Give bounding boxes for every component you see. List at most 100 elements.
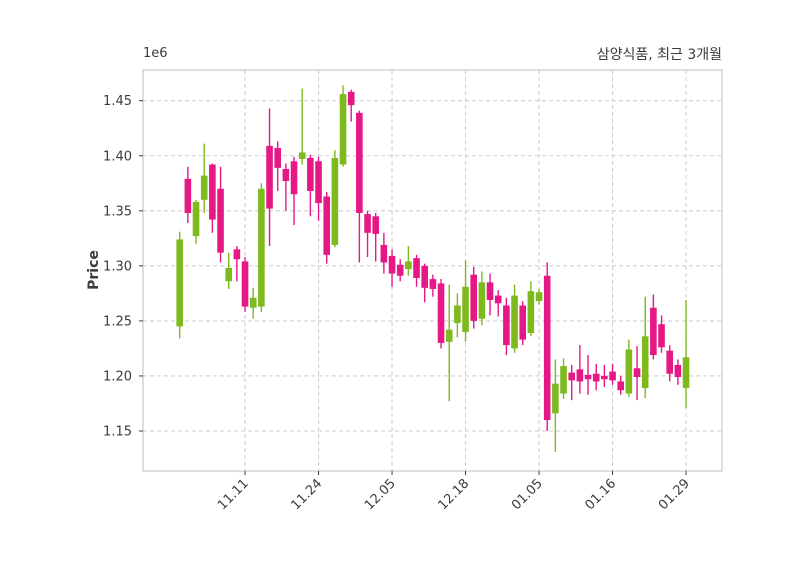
y-tick-label: 1.15 (103, 425, 132, 440)
candle-down (486, 273, 494, 316)
candle-body (486, 282, 494, 300)
candle-body (258, 188, 265, 307)
candle-body (241, 261, 249, 307)
candle-down (437, 279, 445, 349)
candle-down (609, 363, 616, 385)
candle-down (233, 246, 241, 282)
candle-body (298, 152, 306, 160)
candle-body (674, 364, 682, 378)
candles (176, 85, 690, 452)
candle-up (249, 287, 257, 319)
candle-down (323, 192, 331, 264)
candle-down (347, 89, 355, 122)
candle-up (339, 85, 347, 167)
candle-body (454, 305, 461, 324)
candle-up (454, 293, 461, 338)
candle-down (364, 210, 371, 258)
candle-down (241, 257, 249, 313)
candle-body (233, 249, 241, 260)
candle-up (560, 358, 567, 400)
candle-body (323, 196, 331, 255)
candle-down (576, 345, 584, 394)
candle-up (511, 284, 518, 353)
candle-down (184, 166, 192, 223)
candle-down (380, 232, 388, 274)
candle-body (266, 145, 273, 209)
candle-body (641, 336, 649, 389)
candle-body (552, 383, 559, 414)
candle-up (225, 252, 233, 289)
candle-body (617, 381, 625, 391)
candle-body (560, 366, 567, 394)
candle-down (274, 141, 282, 191)
candle-up (445, 284, 453, 402)
candle-body (217, 188, 224, 253)
candle-up (298, 88, 306, 165)
y-tick-label: 1.40 (103, 149, 132, 164)
plot-border (142, 69, 723, 472)
candle-body (364, 214, 371, 233)
x-tick-label: 11.11 (215, 476, 252, 513)
candle-down (633, 346, 641, 401)
x-tick-label: 01.16 (582, 476, 619, 513)
y-tick-label: 1.35 (103, 204, 132, 219)
candle-body (413, 258, 420, 278)
candle-body (666, 350, 674, 374)
candle-down (470, 266, 478, 329)
candle-down (601, 364, 608, 387)
candle-down (266, 108, 273, 247)
candle-body (192, 201, 200, 237)
candle-body (445, 329, 453, 342)
candle-down (674, 359, 682, 385)
y-axis-label: Price (86, 250, 102, 290)
candle-up (535, 288, 543, 305)
candle-up (478, 271, 486, 326)
candle-body (658, 324, 665, 348)
candle-down (592, 363, 600, 391)
candle-down (290, 156, 298, 226)
candle-up (625, 339, 633, 397)
candle-body (421, 265, 429, 288)
candle-body (209, 164, 216, 220)
x-tick-label: 12.18 (435, 476, 472, 513)
candle-down (307, 154, 314, 217)
candle-up (200, 143, 208, 214)
candle-body (290, 161, 298, 195)
candle-up (192, 199, 200, 244)
candle-down (388, 249, 396, 287)
x-tick-label: 12.05 (362, 476, 399, 513)
candle-body (609, 371, 616, 381)
candle-up (405, 246, 412, 276)
candle-up (258, 183, 265, 313)
candle-down (658, 315, 665, 353)
candle-down (494, 290, 502, 317)
candle-body (462, 286, 469, 332)
x-tick-label: 11.24 (288, 476, 325, 513)
candle-down (617, 375, 625, 395)
candle-body (568, 372, 576, 381)
candle-down (666, 345, 674, 382)
candle-down (356, 110, 363, 263)
candle-body (274, 148, 282, 168)
y-tick-label: 1.30 (103, 259, 132, 274)
candle-down (413, 254, 420, 287)
candle-body (396, 264, 404, 276)
candle-body (527, 291, 535, 334)
x-tick-label: 01.05 (509, 476, 546, 513)
candle-body (601, 375, 608, 380)
candle-body (356, 112, 363, 214)
y-axis-offset-label: 1e6 (143, 46, 168, 61)
candle-body (511, 295, 518, 349)
candle-body (372, 216, 380, 234)
grid (143, 70, 722, 471)
candle-down (519, 301, 527, 346)
candle-body (633, 368, 641, 378)
candle-down (282, 163, 290, 211)
candle-body (315, 161, 322, 204)
candle-body (200, 175, 208, 200)
candle-up (641, 296, 649, 398)
candle-down (650, 294, 657, 360)
x-tick-label: 01.29 (656, 476, 693, 513)
